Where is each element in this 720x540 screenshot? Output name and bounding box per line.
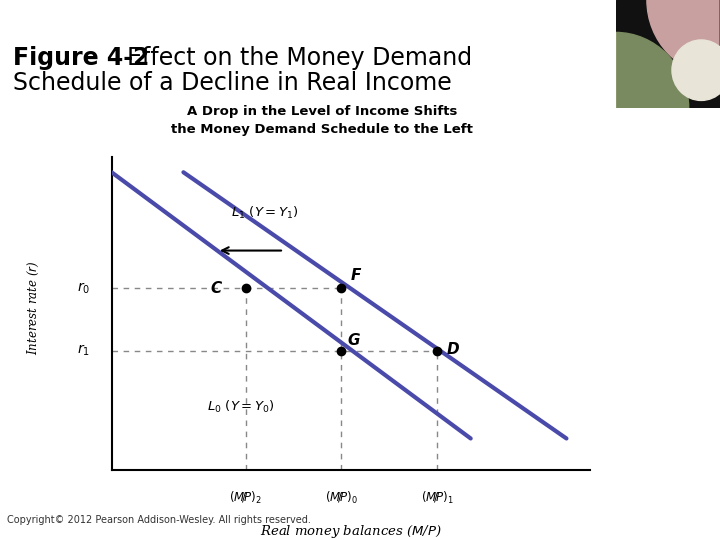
Wedge shape: [616, 32, 689, 108]
Text: Figure 4-2: Figure 4-2: [13, 46, 149, 70]
Text: $L_1\ (Y = Y_1)$: $L_1\ (Y = Y_1)$: [231, 205, 299, 221]
Text: $\bfit{F}$: $\bfit{F}$: [350, 267, 362, 284]
Text: A Drop in the Level of Income Shifts: A Drop in the Level of Income Shifts: [187, 105, 457, 118]
Text: $r_1$: $r_1$: [77, 343, 90, 359]
Text: $(M\!/\!P)_2$: $(M\!/\!P)_2$: [229, 490, 262, 507]
Text: Interest rate ($r$): Interest rate ($r$): [26, 261, 41, 355]
Text: $\bfit{C}$: $\bfit{C}$: [210, 280, 222, 296]
Text: Effect on the Money Demand: Effect on the Money Demand: [112, 46, 472, 70]
Text: $r_0$: $r_0$: [77, 280, 90, 296]
Text: Schedule of a Decline in Real Income: Schedule of a Decline in Real Income: [13, 71, 451, 95]
Wedge shape: [647, 0, 720, 76]
Text: $\bfit{G}$: $\bfit{G}$: [347, 332, 361, 348]
Circle shape: [672, 40, 720, 100]
Text: $(M\!/\!P)_1$: $(M\!/\!P)_1$: [420, 490, 454, 507]
Wedge shape: [543, 32, 616, 108]
Text: $(M\!/\!P)_0$: $(M\!/\!P)_0$: [325, 490, 358, 507]
Text: $L_0\ (Y = Y_0)$: $L_0\ (Y = Y_0)$: [207, 399, 275, 415]
Text: 4-6: 4-6: [650, 512, 685, 531]
Text: the Money Demand Schedule to the Left: the Money Demand Schedule to the Left: [171, 123, 473, 136]
Text: $\bfit{D}$: $\bfit{D}$: [446, 341, 460, 357]
Text: Copyright© 2012 Pearson Addison-Wesley. All rights reserved.: Copyright© 2012 Pearson Addison-Wesley. …: [7, 515, 311, 525]
Text: Real money balances ($M$/$P$): Real money balances ($M$/$P$): [260, 523, 442, 540]
